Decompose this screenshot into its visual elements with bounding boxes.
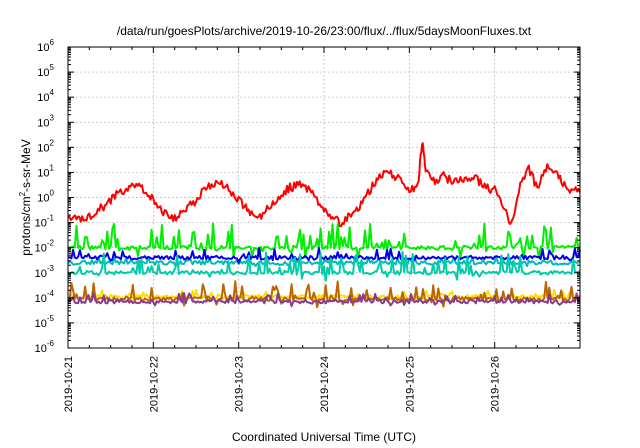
y-axis: 10-610-510-410-310-210-11001011021031041… (35, 38, 580, 355)
y-tick-exponent: -6 (47, 339, 55, 348)
y-tick-base: 10 (37, 92, 49, 104)
y-tick-exponent: -3 (47, 264, 55, 273)
x-axis-label: Coordinated Universal Time (UTC) (232, 430, 416, 444)
x-axis: 2019-10-21 2019-10-22 2019-10-23 2019-10-24… (63, 47, 560, 412)
y-tick-base: 10 (37, 167, 49, 179)
y-tick-label: 10-4 (35, 289, 55, 305)
y-tick-label: 104 (37, 88, 54, 104)
y-tick-label: 10-3 (35, 264, 55, 280)
y-axis-label-pre: protons/cm (19, 196, 33, 255)
y-axis-label-sup: 2 (18, 191, 27, 196)
x-tick-label: 2019-10-26 (490, 356, 502, 412)
x-tick-label: 2019-10-24 (319, 356, 331, 412)
y-tick-exponent: 6 (50, 38, 55, 47)
y-tick-label: 105 (37, 63, 54, 79)
series-line-0 (67, 142, 581, 228)
series-line-4 (67, 250, 581, 282)
y-tick-exponent: -4 (47, 289, 55, 298)
y-tick-exponent: 0 (50, 189, 55, 198)
chart-title: /data/run/goesPlots/archive/2019-10-26/2… (117, 24, 532, 38)
y-tick-base: 10 (35, 243, 47, 255)
y-tick-label: 10-6 (35, 339, 55, 355)
y-tick-base: 10 (35, 218, 47, 230)
y-tick-label: 106 (37, 38, 54, 54)
y-tick-exponent: 4 (50, 88, 55, 97)
y-tick-exponent: 2 (50, 138, 55, 147)
y-tick-base: 10 (37, 142, 49, 154)
y-tick-exponent: 1 (50, 163, 55, 172)
y-tick-label: 10-2 (35, 239, 55, 255)
y-tick-label: 10-1 (35, 214, 55, 230)
y-tick-base: 10 (37, 67, 49, 79)
y-tick-label: 103 (37, 113, 54, 129)
series-line-7 (67, 292, 581, 308)
x-tick-label: 2019-10-23 (234, 356, 246, 412)
y-tick-exponent: 3 (50, 113, 55, 122)
series-line-1 (67, 222, 581, 259)
series-line-2 (67, 255, 581, 268)
y-tick-label: 100 (37, 189, 54, 205)
y-axis-label-post: -s-sr-MeV (19, 139, 33, 192)
y-tick-base: 10 (37, 117, 49, 129)
y-tick-base: 10 (35, 268, 47, 280)
x-tick-label: 2019-10-21 (63, 356, 75, 412)
x-tick-label: 2019-10-22 (148, 356, 160, 412)
y-tick-base: 10 (37, 193, 49, 205)
x-tick-label: 2019-10-25 (404, 356, 416, 412)
y-tick-label: 102 (37, 138, 54, 154)
y-tick-base: 10 (35, 318, 47, 330)
y-tick-label: 101 (37, 163, 54, 179)
series-line-3 (67, 246, 581, 264)
y-tick-base: 10 (37, 42, 49, 54)
y-tick-exponent: -5 (47, 314, 55, 323)
y-tick-base: 10 (35, 343, 47, 355)
y-tick-exponent: -1 (47, 214, 55, 223)
y-axis-label: protons/cm2-s-sr-MeV (18, 139, 33, 255)
y-tick-label: 10-5 (35, 314, 55, 330)
y-tick-base: 10 (35, 293, 47, 305)
y-tick-exponent: 5 (50, 63, 55, 72)
y-tick-exponent: -2 (47, 239, 55, 248)
series-group (67, 142, 581, 309)
